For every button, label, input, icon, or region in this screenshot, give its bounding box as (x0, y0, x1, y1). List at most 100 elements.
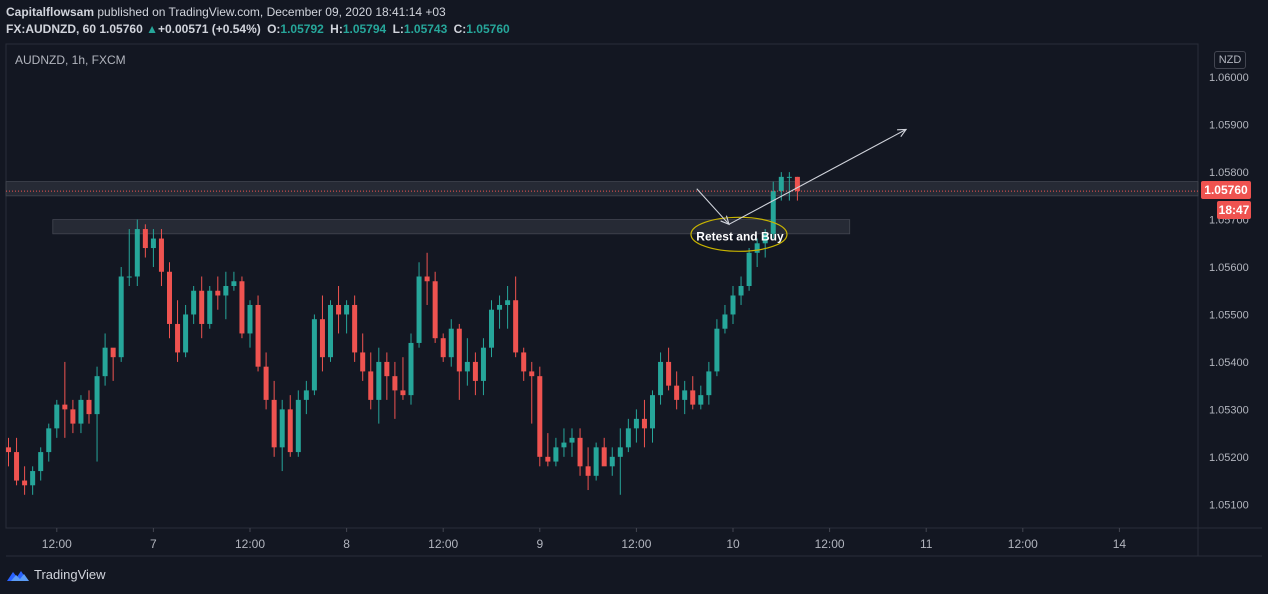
arrow-1[interactable] (728, 128, 908, 225)
candle-body (754, 243, 760, 253)
candle (279, 399, 285, 472)
time-tick-label: 12:00 (428, 537, 458, 551)
candle-body (674, 385, 680, 400)
candle-body (577, 437, 583, 467)
price-axis[interactable]: 1.05100 1.05200 1.05300 1.05400 1.05500 1.056… (1209, 72, 1249, 511)
currency-badge[interactable]: NZD (1214, 51, 1246, 69)
zones-layer (5, 181, 1199, 235)
candle (625, 418, 631, 453)
candle (464, 338, 470, 386)
time-tick-label: 12:00 (621, 537, 651, 551)
candle (585, 447, 591, 491)
candle-body (489, 309, 494, 348)
open-value: 1.05792 (280, 22, 324, 36)
candle (199, 276, 205, 339)
high-value: 1.05794 (342, 22, 387, 36)
candle-body (328, 304, 333, 358)
candle-body (126, 276, 132, 278)
annotation-text[interactable]: Retest and Buy (696, 229, 784, 243)
candle (617, 428, 623, 495)
candle (650, 390, 655, 443)
candle-body (786, 176, 792, 178)
time-axis[interactable]: 12:00 7 12:00 8 12:00 9 12:00 10 12:00 11 12:00 14 (42, 528, 1127, 551)
candle-body (167, 271, 172, 324)
candle-body (633, 418, 639, 429)
candle-body (472, 361, 478, 381)
candle-body (714, 328, 720, 372)
ohlc-line: FX:AUDNZD, 60 1.05760 ▲+0.00571 (+0.54%)… (6, 22, 510, 36)
candle (239, 276, 245, 339)
arrow-shaft (696, 188, 730, 225)
candle-body (54, 404, 60, 429)
candle (263, 352, 269, 410)
candle-body (537, 376, 543, 457)
published-text: published on TradingView.com, December 0… (97, 5, 446, 19)
tradingview-logo-icon (7, 570, 29, 581)
candle (738, 276, 744, 305)
candle-body (738, 286, 744, 296)
candle (690, 376, 696, 410)
candle (319, 295, 325, 372)
candle-body (722, 314, 728, 329)
candle-body (247, 304, 253, 334)
candle (215, 276, 221, 310)
candle (746, 248, 752, 291)
time-tick-label: 9 (536, 537, 543, 551)
candle-body (376, 361, 382, 400)
candle (682, 380, 688, 415)
sr-zone-0[interactable] (5, 181, 1199, 197)
candle (456, 323, 462, 400)
candle-body (319, 319, 325, 358)
candle-body (650, 395, 655, 429)
candle (295, 390, 301, 457)
candle-body (384, 361, 390, 377)
candle (392, 361, 398, 419)
candle-body (698, 395, 704, 405)
candle (497, 295, 503, 329)
open-label: O: (267, 22, 281, 36)
candle-body (352, 304, 358, 353)
candle-body (617, 447, 623, 457)
candle-body (448, 328, 454, 358)
candle-body (158, 238, 164, 272)
sr-zone-1[interactable] (52, 219, 851, 235)
candle (400, 357, 406, 400)
low-value: 1.05743 (403, 22, 448, 36)
retest-ellipse[interactable] (690, 216, 788, 252)
low-label: L: (392, 22, 404, 36)
candle-body (183, 314, 189, 353)
candle (118, 267, 124, 362)
candle (505, 286, 511, 329)
annotation-layer[interactable]: Retest and Buy (690, 128, 908, 252)
candle (633, 409, 639, 443)
candle (384, 352, 390, 400)
candle (126, 229, 132, 286)
candle (601, 437, 607, 467)
candle (70, 399, 76, 434)
candle-body (287, 409, 293, 453)
candle (191, 286, 197, 324)
candle (448, 319, 454, 367)
candle (38, 447, 44, 481)
brand-label: TradingView (34, 567, 106, 582)
author-name[interactable]: Capitalflowsam (6, 5, 95, 19)
candle-body (392, 376, 398, 391)
price-tick-label: 1.05200 (1209, 452, 1249, 464)
candle-body (150, 238, 156, 249)
footer-brand[interactable]: TradingView (6, 567, 106, 582)
candle-body (207, 290, 213, 324)
candle (150, 229, 156, 268)
candle (86, 390, 92, 424)
candle-body (22, 480, 28, 486)
candle (569, 428, 575, 457)
candle (142, 224, 148, 258)
candle-body (682, 390, 688, 400)
candle (311, 314, 317, 396)
candle (175, 300, 181, 362)
candle-body (303, 390, 309, 400)
candle (424, 252, 430, 305)
candle (529, 361, 535, 424)
close-label: C: (453, 22, 467, 36)
candle (609, 447, 615, 476)
